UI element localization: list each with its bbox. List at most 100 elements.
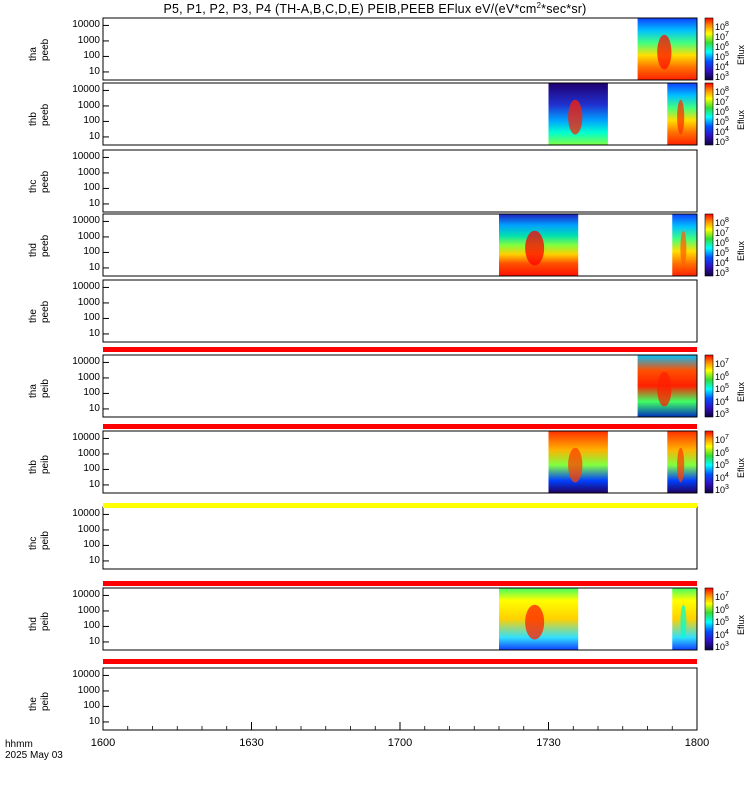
title-prefix: P5, P1, P2, P3, P4 (TH-A,B,C,D,E) PEIB,P… xyxy=(163,2,537,17)
figure-title: P5, P1, P2, P3, P4 (TH-A,B,C,D,E) PEIB,P… xyxy=(0,1,750,16)
the-peeb-ylabel-1: peeb xyxy=(40,300,51,323)
thc-peib-ytick-label: 1000 xyxy=(77,523,100,535)
tha-peib-colorbar-label: 107 xyxy=(715,358,729,369)
thb-peeb-intensity-core xyxy=(677,99,685,135)
tha-peeb-ytick-label: 100 xyxy=(83,50,100,62)
tha-peib-colorbar-label: 103 xyxy=(715,408,729,419)
tha-peeb-colorbar-label: 108 xyxy=(715,21,729,32)
tha-peib-ytick-label: 10 xyxy=(88,402,100,414)
thd-peib-ytick-label: 100 xyxy=(83,620,100,632)
thb-peeb-colorbar xyxy=(704,82,714,146)
thb-peeb-ytick-label: 1000 xyxy=(77,99,100,111)
tha-peib-colorbar xyxy=(704,354,714,418)
thd-peeb-colorbar-label: 105 xyxy=(715,247,729,258)
thb-peeb-colorbar-unit: Eflux xyxy=(736,109,746,130)
thc-peib-ytick-label: 100 xyxy=(83,539,100,551)
thd-peeb-colorbar xyxy=(704,213,714,277)
the-peib-ytick-label: 100 xyxy=(83,700,100,712)
thb-peib-colorbar-unit: Eflux xyxy=(736,457,746,478)
thc-peib-flag-bar xyxy=(103,581,697,586)
thd-peeb-colorbar-label: 108 xyxy=(715,217,729,228)
thc-peeb-ytick-label: 10000 xyxy=(72,151,100,163)
tha-peib-colorbar-unit: Eflux xyxy=(736,381,746,402)
title-suffix: *sec*sr) xyxy=(541,2,587,17)
tha-peeb-colorbar-label: 103 xyxy=(715,71,729,82)
tha-peib-intensity-core xyxy=(657,371,672,407)
time-axis-label-hhmm: hhmm xyxy=(5,739,33,750)
thb-peib-panel xyxy=(102,430,714,494)
thd-peeb-intensity-core xyxy=(680,230,687,266)
the-peeb-ytick-label: 10000 xyxy=(72,281,100,293)
thb-peib-intensity-core xyxy=(568,447,583,483)
thb-peib-colorbar-label: 105 xyxy=(715,459,729,470)
thb-peeb-colorbar-label: 104 xyxy=(715,126,729,137)
thd-peeb-ylabel-1: peeb xyxy=(40,234,51,257)
thb-peeb-colorbar-label: 105 xyxy=(715,116,729,127)
tha-peib-ytick-label: 100 xyxy=(83,387,100,399)
the-peib-ylabel-0: the xyxy=(28,697,39,711)
thd-peib-flag-bar xyxy=(103,659,697,664)
thd-peib-colorbar-unit: Eflux xyxy=(736,614,746,635)
thb-peeb-ytick-label: 10000 xyxy=(72,84,100,96)
time-axis-label: hhmm 2025 May 03 xyxy=(5,739,63,761)
thc-peeb-panel xyxy=(102,149,698,213)
thc-peib-panel-frame xyxy=(102,506,698,570)
thb-peeb-colorbar-label: 108 xyxy=(715,86,729,97)
thb-peib-colorbar xyxy=(704,430,714,494)
thc-peib-ylabel-0: thc xyxy=(28,536,39,550)
thd-peeb-intensity-core xyxy=(525,230,545,266)
thd-peib-colorbar-label: 105 xyxy=(715,616,729,627)
thb-peeb-panel xyxy=(102,82,714,146)
thd-peib-colorbar-label: 103 xyxy=(715,641,729,652)
thb-peib-colorbar-label: 104 xyxy=(715,471,729,483)
tha-peib-colorbar-label: 104 xyxy=(715,395,729,407)
tha-peeb-ytick-label: 10 xyxy=(88,65,100,77)
thb-peib-ylabel-0: thb xyxy=(28,460,39,474)
thb-peib-intensity-core xyxy=(677,447,685,483)
thd-peib-panel-frame xyxy=(102,587,698,651)
thd-peeb-ytick-label: 100 xyxy=(83,246,100,258)
tha-peib-colorbar-label: 105 xyxy=(715,383,729,394)
thc-peeb-ytick-label: 1000 xyxy=(77,166,100,178)
the-peib-ytick-label: 1000 xyxy=(77,684,100,696)
thb-peeb-ylabel-1: peeb xyxy=(40,103,51,126)
tha-peeb-intensity-core xyxy=(657,34,672,70)
thd-peib-intensity-core xyxy=(680,604,687,640)
tha-peib-ylabel-1: peib xyxy=(40,379,51,398)
the-peeb-ytick-label: 1000 xyxy=(77,296,100,308)
thd-peib-intensity-core xyxy=(525,604,545,640)
tha-peib-colorbar-label: 106 xyxy=(715,370,729,382)
thd-peeb-colorbar-label: 106 xyxy=(715,237,729,248)
tha-peeb-colorbar-label: 105 xyxy=(715,51,729,62)
tha-peeb-ylabel-1: peeb xyxy=(40,38,51,61)
thd-peib-panel xyxy=(102,587,714,651)
tha-peib-ytick-label: 10000 xyxy=(72,356,100,368)
thb-peib-ytick-label: 100 xyxy=(83,463,100,475)
time-tick-label: 1630 xyxy=(239,737,264,749)
thd-peeb-colorbar-label: 103 xyxy=(715,267,729,278)
thb-peeb-intensity-core xyxy=(568,99,583,135)
thd-peib-ytick-label: 10000 xyxy=(72,589,100,601)
thd-peeb-ytick-label: 10 xyxy=(88,261,100,273)
thd-peeb-ytick-label: 10000 xyxy=(72,215,100,227)
tha-peeb-colorbar-unit: Eflux xyxy=(736,44,746,65)
the-flag-bar xyxy=(103,347,697,352)
the-peib-panel-frame xyxy=(102,667,698,731)
tha-peeb-panel-frame xyxy=(102,17,698,81)
thb-peeb-colorbar-label: 107 xyxy=(715,96,729,107)
thb-peeb-colorbar-label: 106 xyxy=(715,106,729,117)
thc-peeb-ylabel-0: thc xyxy=(28,179,39,193)
thd-peeb-colorbar-unit: Eflux xyxy=(736,240,746,261)
thc-peeb-ylabel-1: peeb xyxy=(40,170,51,193)
thb-peeb-colorbar-label: 103 xyxy=(715,136,729,147)
the-peeb-ytick-label: 100 xyxy=(83,312,100,324)
thb-peib-panel-frame xyxy=(102,430,698,494)
thd-peeb-panel-frame xyxy=(102,213,698,277)
thc-peeb-panel-frame xyxy=(102,149,698,213)
thd-peeb-ylabel-0: thd xyxy=(28,243,39,257)
the-peib-ytick-label: 10 xyxy=(88,715,100,727)
tha-peeb-ytick-label: 1000 xyxy=(77,34,100,46)
the-peib-panel xyxy=(102,667,698,731)
